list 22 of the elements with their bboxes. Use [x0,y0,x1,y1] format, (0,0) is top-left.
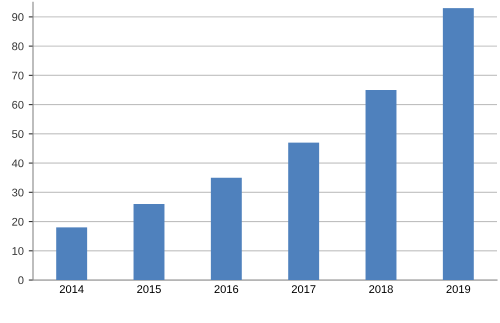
x-tick-label: 2015 [137,285,161,294]
y-tick-label: 40 [12,159,24,168]
x-tick-label: 2014 [60,285,84,294]
y-tick-label: 90 [12,13,24,22]
y-tick-label: 20 [12,218,24,226]
x-tick-label: 2019 [446,285,470,294]
x-tick-label: 2018 [369,285,393,294]
y-tick-label: 80 [12,42,24,50]
y-tick-label: 10 [12,247,24,255]
y-tick-label: 70 [12,72,24,80]
y-tick-label: 60 [12,100,24,109]
x-tick-label: 2016 [214,285,238,294]
y-tick-label: 0 [18,276,24,284]
bar [288,142,320,280]
y-tick-label: 30 [12,188,24,196]
bar [442,8,474,280]
bar [134,204,164,280]
x-tick-label: 2017 [292,285,316,294]
bar [366,90,396,280]
bar [210,178,242,280]
y-tick-label: 50 [12,130,24,138]
bar [56,227,88,280]
